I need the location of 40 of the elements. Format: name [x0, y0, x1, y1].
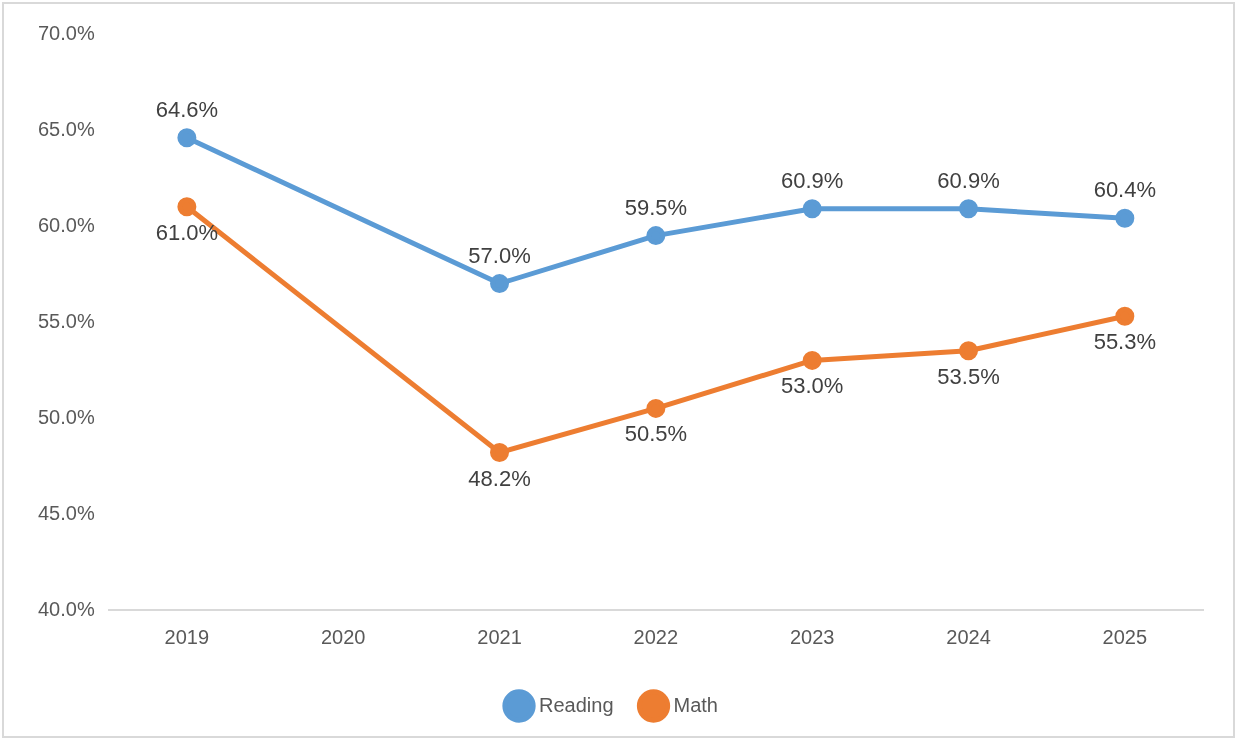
point [1115, 208, 1135, 228]
data-label: 64.6% [155, 96, 219, 122]
point [646, 226, 666, 246]
x-tick-label: 2023 [789, 625, 835, 648]
point [959, 199, 979, 219]
data-label: 60.9% [937, 167, 1000, 193]
x-tick-label: 2022 [633, 625, 679, 648]
data-label: 61.0% [155, 219, 219, 245]
legend-label: Reading [539, 693, 614, 716]
point [646, 398, 666, 418]
y-tick-label: 50.0% [37, 405, 95, 428]
point [1115, 306, 1135, 326]
x-tick-label: 2019 [164, 625, 210, 648]
point [177, 197, 197, 217]
data-label: 50.5% [624, 421, 688, 447]
y-tick-label: 40.0% [37, 597, 95, 620]
data-label: 60.9% [780, 167, 844, 193]
x-tick-label: 2020 [320, 625, 366, 648]
data-label: 57.0% [468, 242, 531, 268]
y-tick-label: 60.0% [37, 213, 95, 236]
data-label: 53.5% [937, 363, 1000, 389]
point [490, 443, 510, 463]
y-tick-label: 65.0% [37, 117, 95, 140]
data-label: 55.3% [1093, 329, 1157, 355]
y-tick-label: 55.0% [37, 309, 95, 332]
x-tick-label: 2021 [477, 625, 522, 648]
point [177, 128, 197, 148]
x-tick-label: 2024 [946, 625, 991, 648]
data-label: 60.4% [1093, 177, 1157, 203]
legend-label: Math [673, 693, 718, 716]
x-tick-label: 2025 [1102, 625, 1148, 648]
data-label: 59.5% [624, 194, 688, 220]
point [802, 199, 822, 219]
y-tick-label: 70.0% [37, 21, 95, 44]
data-label: 53.0% [780, 373, 844, 399]
point [490, 274, 510, 294]
point [959, 341, 979, 361]
y-tick-label: 45.0% [37, 501, 95, 524]
data-label: 48.2% [468, 465, 531, 491]
point [802, 350, 822, 370]
